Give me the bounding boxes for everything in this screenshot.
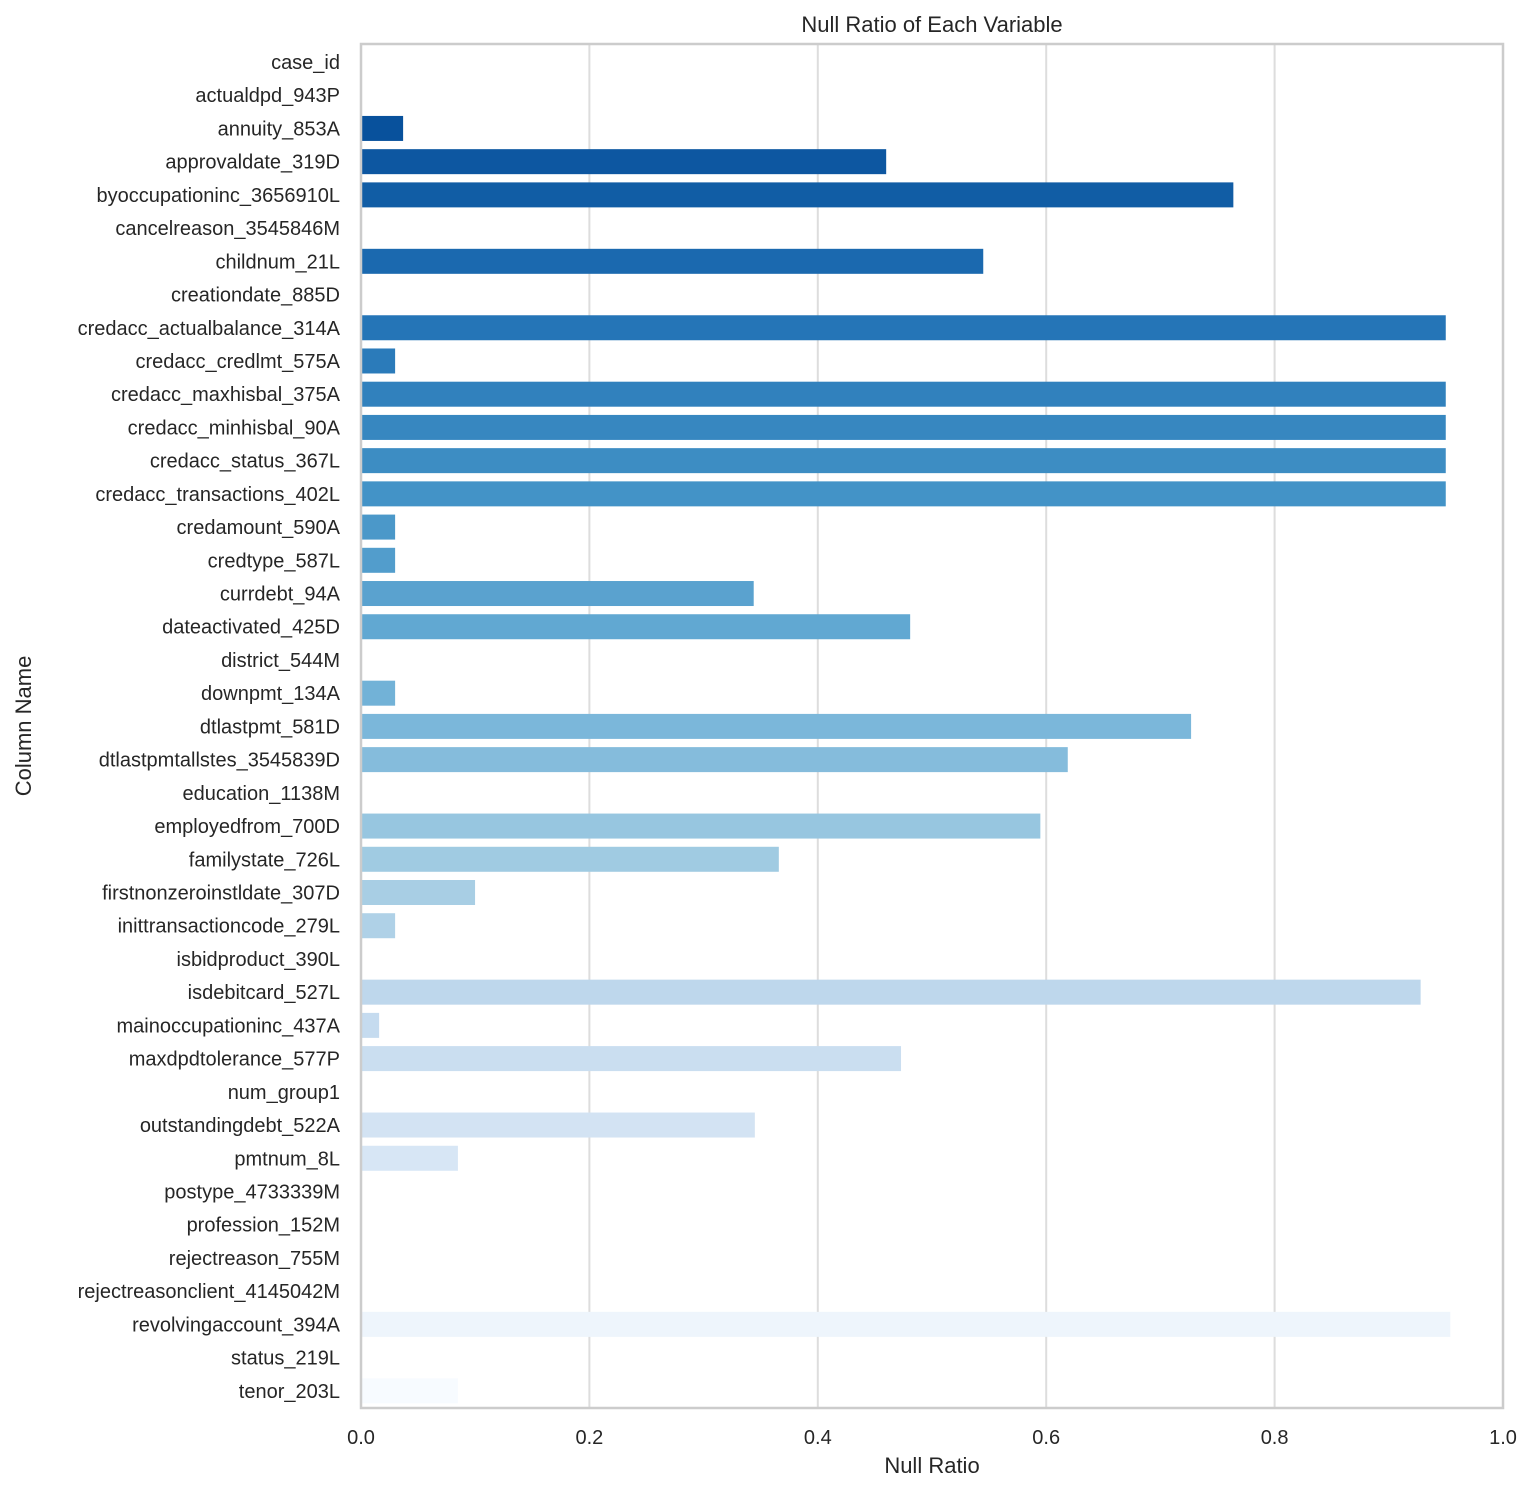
y-tick-label: dateactivated_425D (162, 617, 340, 639)
y-tick-label: credacc_minhisbal_90A (128, 417, 341, 439)
bar (362, 1311, 1451, 1337)
x-tick-label: 1.0 (1489, 1427, 1517, 1449)
y-axis-label: Column Name (11, 656, 36, 797)
bars (362, 115, 1451, 1404)
y-tick-label: actualdpd_943P (195, 85, 340, 107)
y-tick-label: downpmt_134A (201, 683, 341, 705)
y-tick-label: credacc_transactions_402L (95, 484, 340, 506)
bar (362, 481, 1446, 507)
y-tick-label: credacc_maxhisbal_375A (111, 384, 341, 406)
chart-title: Null Ratio of Each Variable (801, 12, 1062, 37)
y-tick-label: district_544M (221, 650, 340, 672)
bar (362, 846, 779, 872)
y-tick-label: case_id (271, 52, 340, 74)
bar (362, 1046, 902, 1072)
bar (362, 913, 396, 939)
y-tick-label: annuity_853A (218, 118, 341, 140)
bar (362, 348, 396, 374)
y-tick-label: familystate_726L (189, 849, 340, 871)
y-tick-label: cancelreason_3545846M (115, 218, 340, 240)
x-tick-label: 0.4 (804, 1427, 832, 1449)
bar (362, 115, 404, 141)
x-tick-label: 0.2 (575, 1427, 603, 1449)
y-tick-label: byoccupationinc_3656910L (96, 185, 340, 207)
bar (362, 381, 1446, 407)
y-tick-label: credtype_587L (208, 550, 340, 572)
y-tick-label: outstandingdebt_522A (140, 1115, 341, 1137)
bar (362, 414, 1446, 440)
y-tick-labels: case_id actualdpd_943P annuity_853Aapprova… (78, 52, 341, 1403)
y-tick-label: childnum_21L (215, 251, 340, 273)
y-tick-label: employedfrom_700D (154, 816, 340, 838)
bar (362, 1145, 458, 1171)
y-tick-label: credacc_actualbalance_314A (78, 318, 341, 340)
y-tick-label: maxdpdtolerance_577P (129, 1049, 340, 1071)
y-tick-label: creationdate_885D (171, 285, 340, 307)
y-tick-label: tenor_203L (239, 1381, 340, 1403)
bar (362, 813, 1041, 839)
bar (362, 315, 1446, 341)
bar (362, 614, 911, 640)
y-tick-label: dtlastpmt_581D (200, 716, 340, 738)
y-tick-label: education_1138M (182, 783, 340, 805)
y-tick-label: currdebt_94A (220, 584, 341, 606)
bar (362, 747, 1068, 773)
x-tick-label: 0.8 (1261, 1427, 1289, 1449)
y-tick-label: approvaldate_319D (165, 152, 340, 174)
y-tick-label: inittransactioncode_279L (118, 916, 340, 938)
bar (362, 680, 396, 706)
plot-frame (359, 42, 1505, 1410)
x-axis-label: Null Ratio (884, 1453, 979, 1478)
bar (362, 547, 396, 573)
y-tick-label: status_219L (231, 1348, 340, 1370)
x-tick-label: 0.6 (1032, 1427, 1060, 1449)
y-tick-label: credamount_590A (177, 517, 341, 539)
y-tick-label: revolvingaccount_394A (132, 1314, 341, 1336)
y-tick-label: isdebitcard_527L (188, 982, 340, 1004)
y-tick-label: rejectreason_755M (169, 1248, 340, 1270)
bar (362, 979, 1421, 1005)
bar (362, 1112, 755, 1138)
bar (362, 581, 754, 607)
bar (362, 713, 1192, 739)
y-tick-label: postype_4733339M (164, 1181, 340, 1203)
bar (362, 182, 1234, 208)
y-tick-label: mainoccupationinc_437A (117, 1015, 341, 1037)
y-tick-label: firstnonzeroinstldate_307D (102, 883, 340, 905)
y-tick-label: credacc_status_367L (150, 451, 340, 473)
bar (362, 514, 396, 540)
bar (362, 1378, 458, 1404)
x-tick-labels: 0.0 0.2 0.4 0.6 0.8 1.0 (347, 1427, 1517, 1449)
bar (362, 880, 476, 905)
y-tick-label: num_group1 (228, 1082, 340, 1104)
bar (362, 248, 984, 274)
bar (362, 1012, 380, 1038)
x-tick-label: 0.0 (347, 1427, 375, 1449)
y-tick-label: dtlastpmtallstes_3545839D (99, 750, 340, 772)
bar (362, 149, 887, 175)
y-tick-label: credacc_credlmt_575A (135, 351, 340, 373)
y-tick-label: isbidproduct_390L (177, 949, 340, 971)
y-tick-label: rejectreasonclient_4145042M (78, 1281, 340, 1303)
y-tick-label: pmtnum_8L (234, 1148, 340, 1170)
bar (362, 448, 1446, 474)
y-tick-label: profession_152M (187, 1215, 340, 1237)
